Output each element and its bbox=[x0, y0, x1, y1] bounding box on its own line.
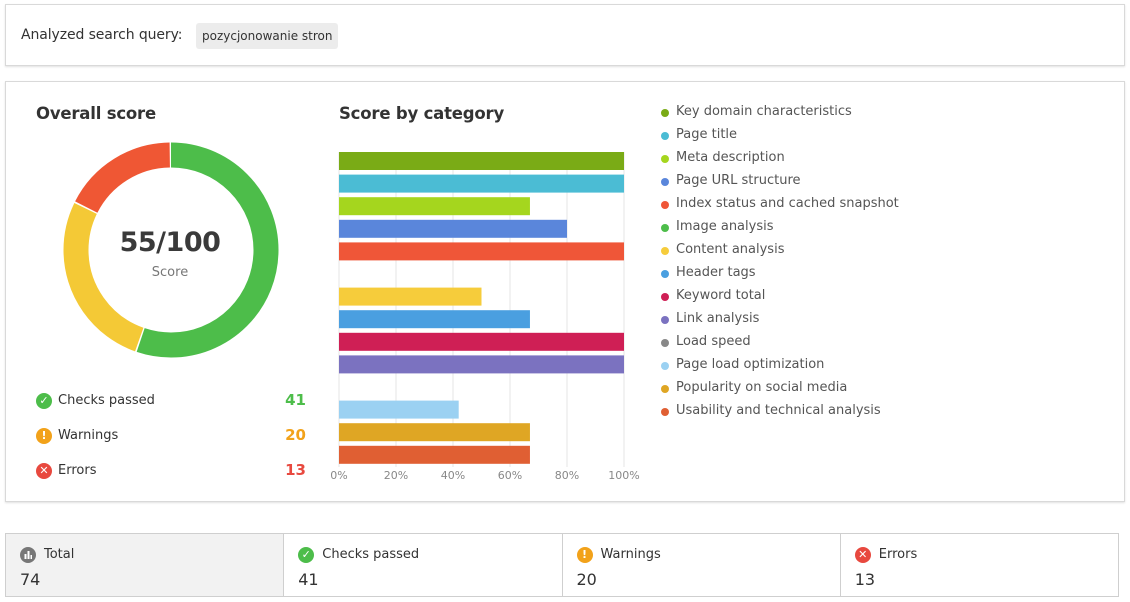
donut-segment-checks-passed bbox=[63, 142, 279, 358]
summary-label: Warnings bbox=[600, 547, 661, 562]
score-caption: Score bbox=[151, 265, 189, 280]
bar-usability-and-technical-analysis[interactable] bbox=[339, 445, 530, 464]
check-icon: ✓ bbox=[36, 393, 52, 409]
legend-dot-icon bbox=[661, 270, 669, 278]
bar-page-title[interactable] bbox=[339, 174, 624, 193]
legend-dot-icon bbox=[661, 109, 669, 117]
summary-tab-errors[interactable]: ✕ Errors 13 bbox=[841, 534, 1118, 596]
x-tick-label: 0% bbox=[330, 469, 347, 482]
bar-popularity-on-social-media[interactable] bbox=[339, 423, 530, 442]
summary-value: 41 bbox=[298, 570, 319, 589]
warning-icon: ! bbox=[36, 428, 52, 444]
x-tick-label: 40% bbox=[441, 469, 465, 482]
score-value: 55/100 bbox=[119, 227, 221, 258]
bar-header-tags[interactable] bbox=[339, 310, 530, 329]
stat-label: Checks passed bbox=[58, 393, 155, 408]
legend-label: Usability and technical analysis bbox=[676, 403, 881, 418]
bar-content-analysis[interactable] bbox=[339, 287, 482, 306]
x-tick-label: 60% bbox=[498, 469, 522, 482]
legend-label: Keyword total bbox=[676, 288, 766, 303]
warning-icon: ! bbox=[576, 547, 593, 563]
summary-tab-warnings[interactable]: ! Warnings 20 bbox=[563, 534, 841, 596]
bar-chart-icon bbox=[20, 547, 36, 563]
legend-label: Key domain characteristics bbox=[676, 104, 852, 119]
summary-label: Checks passed bbox=[322, 547, 420, 562]
bar-index-status-and-cached-snapshot[interactable] bbox=[339, 242, 624, 261]
x-tick-label: 20% bbox=[384, 469, 408, 482]
donut-segment-warnings bbox=[63, 142, 279, 358]
summary-tab-total[interactable]: Total 74 bbox=[6, 534, 285, 596]
legend-dot-icon bbox=[661, 201, 669, 209]
legend-dot-icon bbox=[661, 132, 669, 140]
bar-keyword-total[interactable] bbox=[339, 332, 624, 351]
legend-label: Index status and cached snapshot bbox=[676, 196, 899, 211]
stat-count: 41 bbox=[285, 391, 306, 409]
legend-label: Popularity on social media bbox=[676, 380, 848, 395]
stat-label: Warnings bbox=[58, 428, 119, 443]
category-bar-chart: 0% 20% 40% 60% 80% 100% bbox=[330, 152, 640, 482]
legend-label: Link analysis bbox=[676, 311, 760, 326]
legend-dot-icon bbox=[661, 385, 669, 393]
summary-tab-checks-passed[interactable]: ✓ Checks passed 41 bbox=[284, 534, 563, 596]
stat-label: Errors bbox=[58, 463, 97, 478]
legend-dot-icon bbox=[661, 293, 669, 301]
stat-count: 20 bbox=[285, 426, 306, 444]
query-label: Analyzed search query: bbox=[21, 27, 183, 43]
stat-count: 13 bbox=[285, 461, 306, 479]
summary-value: 20 bbox=[576, 570, 597, 589]
error-icon: ✕ bbox=[36, 463, 52, 479]
x-tick-label: 100% bbox=[608, 469, 639, 482]
query-chip: pozycjonowanie stron bbox=[196, 23, 339, 49]
error-icon: ✕ bbox=[854, 547, 871, 563]
summary-label: Errors bbox=[878, 547, 918, 562]
bar-meta-description[interactable] bbox=[339, 197, 530, 216]
legend-dot-icon bbox=[661, 155, 669, 163]
bar-page-load-optimization[interactable] bbox=[339, 400, 459, 419]
legend-dot-icon bbox=[661, 339, 669, 347]
legend-dot-icon bbox=[661, 362, 669, 370]
score-donut-chart bbox=[63, 142, 279, 358]
summary-bar: Total 74 ✓ Checks passed 41 ! Warnings 2… bbox=[5, 533, 1119, 597]
x-tick-label: 80% bbox=[555, 469, 579, 482]
bar-key-domain-characteristics[interactable] bbox=[339, 152, 624, 170]
overall-score-title: Overall score bbox=[36, 104, 156, 123]
legend-label: Page title bbox=[676, 127, 738, 142]
category-score-title: Score by category bbox=[339, 104, 505, 123]
legend-label: Image analysis bbox=[676, 219, 774, 234]
bar-link-analysis[interactable] bbox=[339, 355, 624, 374]
legend-label: Page load optimization bbox=[676, 357, 825, 372]
legend-label: Content analysis bbox=[676, 242, 785, 257]
summary-value: 74 bbox=[20, 570, 41, 589]
check-icon: ✓ bbox=[298, 547, 315, 563]
legend-label: Load speed bbox=[676, 334, 751, 349]
legend-dot-icon bbox=[661, 316, 669, 324]
legend-label: Header tags bbox=[676, 265, 756, 280]
summary-label: Total bbox=[44, 547, 75, 562]
legend-dot-icon bbox=[661, 408, 669, 416]
legend-dot-icon bbox=[661, 247, 669, 255]
legend-dot-icon bbox=[661, 224, 669, 232]
legend-label: Page URL structure bbox=[676, 173, 801, 188]
legend-dot-icon bbox=[661, 178, 669, 186]
stat-errors: ✕ Errors 13 bbox=[36, 461, 306, 481]
summary-value: 13 bbox=[854, 570, 876, 589]
stat-checks-passed: ✓ Checks passed 41 bbox=[36, 391, 306, 411]
stat-warnings: ! Warnings 20 bbox=[36, 426, 306, 446]
query-card: Analyzed search query: pozycjonowanie st… bbox=[5, 4, 1125, 66]
score-card: Overall score 55/100 Score ✓ Checks pass… bbox=[5, 81, 1125, 502]
bar-page-url-structure[interactable] bbox=[339, 219, 567, 238]
legend-label: Meta description bbox=[676, 150, 785, 165]
